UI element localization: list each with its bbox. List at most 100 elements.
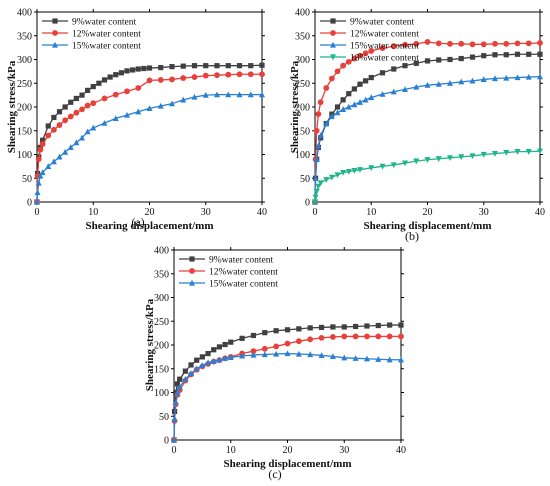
x-axis-label: Shearing displacement/mm (85, 220, 213, 232)
data-point (357, 81, 363, 87)
panel-label: (c) (268, 467, 281, 481)
data-point (73, 109, 80, 116)
data-point (458, 55, 464, 62)
series-1 (171, 322, 404, 443)
data-point (37, 146, 44, 153)
data-point (458, 40, 465, 47)
data-point (112, 91, 119, 98)
y-tick-label: 400 (154, 246, 169, 257)
y-tick-label: 100 (154, 388, 169, 399)
x-tick-label: 20 (423, 207, 433, 218)
data-point (435, 40, 442, 47)
data-point (79, 134, 85, 141)
legend-marker (189, 268, 195, 274)
y-tick-label: 200 (17, 103, 32, 114)
data-point (284, 327, 291, 333)
data-point (312, 194, 319, 201)
data-point (492, 150, 498, 157)
data-point (169, 100, 175, 107)
data-point (225, 63, 231, 69)
data-point (211, 347, 217, 353)
x-tick-label: 40 (535, 207, 545, 218)
data-point (307, 351, 314, 358)
legend-marker (330, 18, 336, 24)
data-point (295, 338, 302, 345)
data-point (357, 99, 363, 105)
y-tick-label: 100 (295, 150, 310, 161)
data-point (247, 91, 254, 98)
data-point (458, 154, 465, 161)
data-point (261, 351, 268, 358)
data-point (317, 180, 324, 187)
data-point (124, 68, 130, 74)
series-3 (312, 73, 543, 205)
data-point (210, 357, 217, 364)
data-point (340, 169, 347, 176)
series-2 (34, 71, 265, 205)
data-point (35, 179, 42, 186)
data-point (364, 333, 370, 340)
data-point (307, 336, 314, 343)
data-point (176, 383, 183, 390)
data-point (362, 50, 369, 57)
data-point (225, 71, 232, 78)
data-point (458, 78, 465, 85)
legend-marker (52, 18, 58, 24)
data-point (296, 326, 302, 332)
data-point (34, 189, 41, 196)
data-point (492, 52, 498, 58)
data-point (447, 155, 453, 162)
data-point (225, 91, 232, 98)
data-point (56, 153, 63, 160)
data-point (51, 114, 57, 121)
data-point (312, 175, 319, 181)
panel-label: (a) (131, 215, 144, 229)
data-point (503, 40, 510, 47)
data-point (236, 91, 243, 98)
data-point (199, 354, 205, 360)
data-point (328, 174, 335, 181)
data-point (259, 91, 265, 98)
data-point (413, 158, 420, 165)
data-point (35, 156, 42, 163)
legend-label: 9%water content (209, 255, 273, 265)
data-point (537, 39, 543, 46)
data-point (173, 389, 179, 396)
data-point (62, 117, 69, 124)
data-point (248, 63, 254, 69)
data-point (216, 344, 222, 350)
data-point (413, 40, 420, 47)
data-point (295, 350, 302, 357)
y-tick-label: 50 (300, 174, 310, 185)
y-tick-label: 350 (295, 31, 310, 42)
data-point (402, 41, 408, 48)
data-point (345, 58, 352, 65)
data-point (351, 101, 358, 108)
data-point (68, 99, 74, 105)
data-point (37, 172, 44, 179)
data-point (202, 91, 209, 98)
data-point (537, 51, 543, 57)
data-point (172, 398, 179, 405)
data-point (250, 332, 257, 339)
data-point (351, 86, 357, 92)
data-point (353, 323, 359, 330)
data-point (345, 103, 352, 110)
x-tick-label: 20 (283, 445, 293, 456)
data-point (390, 162, 397, 169)
y-axis-label: Shearing stress/kPa (144, 298, 156, 391)
data-point (323, 120, 330, 127)
data-point (363, 78, 369, 84)
data-point (188, 370, 195, 377)
data-point (424, 39, 431, 45)
data-point (346, 91, 352, 97)
data-point (413, 60, 419, 66)
data-point (503, 52, 509, 58)
legend-label: 12%water content (350, 29, 419, 39)
y-tick-label: 400 (295, 8, 310, 19)
data-point (191, 74, 198, 80)
y-tick-label: 250 (154, 317, 169, 328)
series-3 (34, 91, 265, 205)
x-tick-label: 0 (172, 445, 177, 456)
data-point (364, 323, 370, 329)
